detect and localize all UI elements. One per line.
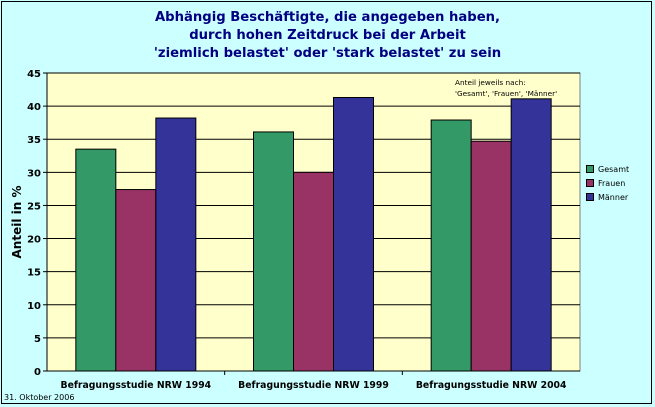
- chart-note: Anteil jeweils nach: 'Gesamt', 'Frauen',…: [455, 77, 557, 99]
- legend-swatch-maenner: [586, 193, 594, 201]
- bar-maenner: [155, 117, 197, 372]
- y-tick-label: 25: [27, 201, 41, 212]
- y-tick-label: 5: [34, 334, 41, 345]
- legend-label-frauen: Frauen: [598, 178, 626, 188]
- legend-label-maenner: Männer: [598, 192, 629, 202]
- x-tick-label: Befragungsstudie NRW 1994: [60, 380, 211, 391]
- bar-maenner: [333, 97, 374, 372]
- chart-note-line-1: Anteil jeweils nach:: [455, 78, 526, 87]
- legend-item-maenner: Männer: [586, 190, 629, 204]
- legend-swatch-frauen: [586, 179, 594, 187]
- bar-gesamt: [75, 148, 117, 372]
- bar-gesamt: [430, 119, 472, 372]
- chart-title: Abhängig Beschäftigte, die angegeben hab…: [0, 9, 655, 63]
- bar-maenner: [510, 98, 552, 372]
- bar-gesamt: [253, 131, 294, 372]
- x-tick-label: Befragungsstudie NRW 2004: [416, 380, 567, 391]
- y-tick-label: 15: [27, 268, 41, 279]
- y-tick-label: 40: [27, 102, 41, 113]
- y-tick-label: 45: [27, 69, 41, 80]
- legend-swatch-gesamt: [586, 165, 594, 173]
- bar-frauen: [293, 171, 334, 372]
- y-tick-label: 20: [27, 235, 41, 246]
- legend-item-frauen: Frauen: [586, 176, 629, 190]
- footer-date: 31. Oktober 2006: [4, 393, 75, 402]
- x-tick-label: Befragungsstudie NRW 1999: [238, 380, 389, 391]
- y-tick-label: 0: [34, 367, 41, 378]
- legend-item-gesamt: Gesamt: [586, 162, 629, 176]
- y-tick-label: 35: [27, 135, 41, 146]
- chart-title-line-2: durch hohen Zeitdruck bei der Arbeit: [189, 28, 466, 43]
- bar-frauen: [470, 140, 512, 372]
- chart-title-line-3: 'ziemlich belastet' oder 'stark belastet…: [153, 46, 502, 61]
- chart-title-line-1: Abhängig Beschäftigte, die angegeben hab…: [154, 10, 501, 25]
- legend-label-gesamt: Gesamt: [598, 164, 630, 174]
- y-tick-label: 30: [27, 168, 41, 179]
- bar-frauen: [115, 189, 157, 372]
- y-tick-label: 10: [27, 301, 41, 312]
- y-axis-label: Anteil in %: [10, 185, 24, 259]
- chart-note-line-2: 'Gesamt', 'Frauen', 'Männer': [455, 89, 558, 98]
- legend: Gesamt Frauen Männer: [586, 162, 629, 204]
